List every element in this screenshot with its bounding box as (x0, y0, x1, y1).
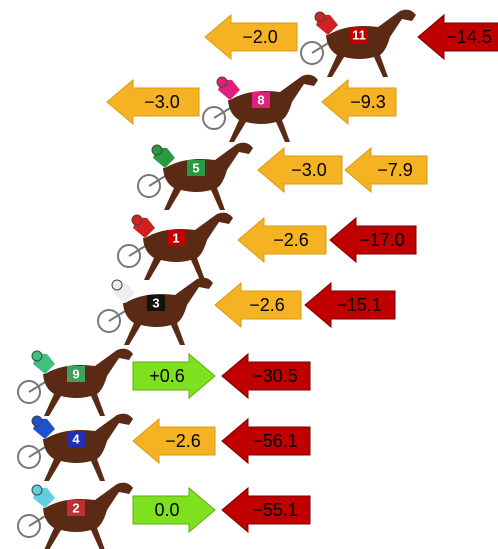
driver-helmet (315, 12, 325, 22)
arrow-label: −3.0 (291, 160, 327, 180)
arrow-label: −14.5 (446, 27, 492, 47)
driver-helmet (152, 145, 162, 155)
driver-helmet (32, 416, 42, 426)
arrow-label: −17.0 (359, 230, 405, 250)
arrow-label: −56.1 (252, 431, 298, 451)
horse-number: 2 (72, 500, 79, 515)
horse-body (143, 213, 233, 280)
horse-number: 9 (72, 366, 79, 381)
horse-body (228, 75, 318, 142)
horse-number: 1 (172, 230, 179, 245)
horse-number: 4 (72, 431, 80, 446)
arrow-label: −9.3 (350, 92, 386, 112)
arrow-label: −7.9 (377, 160, 413, 180)
horse-body (43, 483, 133, 549)
horse-body (43, 414, 133, 481)
arrow-label: +0.6 (149, 366, 185, 386)
driver-helmet (32, 351, 42, 361)
arrow-label: −3.0 (144, 92, 180, 112)
driver-helmet (132, 215, 142, 225)
horse-number: 11 (352, 27, 366, 42)
arrow-label: −55.1 (252, 500, 298, 520)
horse: 9 (18, 349, 133, 416)
horse: 3 (98, 278, 213, 345)
horse: 5 (138, 143, 253, 210)
arrow-label: −2.6 (165, 431, 201, 451)
horse: 4 (18, 414, 133, 481)
horse-body (123, 278, 213, 345)
arrow-label: 0.0 (154, 500, 179, 520)
arrow-label: −30.5 (252, 366, 298, 386)
horse: 1 (118, 213, 233, 280)
arrow-label: −2.6 (249, 295, 285, 315)
arrow-label: −15.1 (336, 295, 382, 315)
driver-helmet (217, 77, 227, 87)
diagram: 11 −2.0 −14.5 8 −3.0 −9.3 5 −3.0 −7.9 1 −2.6 −17.0 3… (0, 0, 498, 549)
horse: 2 (18, 483, 133, 549)
horse-body (163, 143, 253, 210)
arrow-label: −2.0 (242, 27, 278, 47)
horse: 11 (301, 10, 416, 77)
horse-number: 3 (152, 295, 159, 310)
horse: 8 (203, 75, 318, 142)
arrow-label: −2.6 (273, 230, 309, 250)
driver-helmet (32, 485, 42, 495)
horse-number: 5 (192, 160, 199, 175)
horse-body (43, 349, 133, 416)
horse-body (326, 10, 416, 77)
horse-number: 8 (257, 92, 264, 107)
driver-helmet (112, 280, 122, 290)
